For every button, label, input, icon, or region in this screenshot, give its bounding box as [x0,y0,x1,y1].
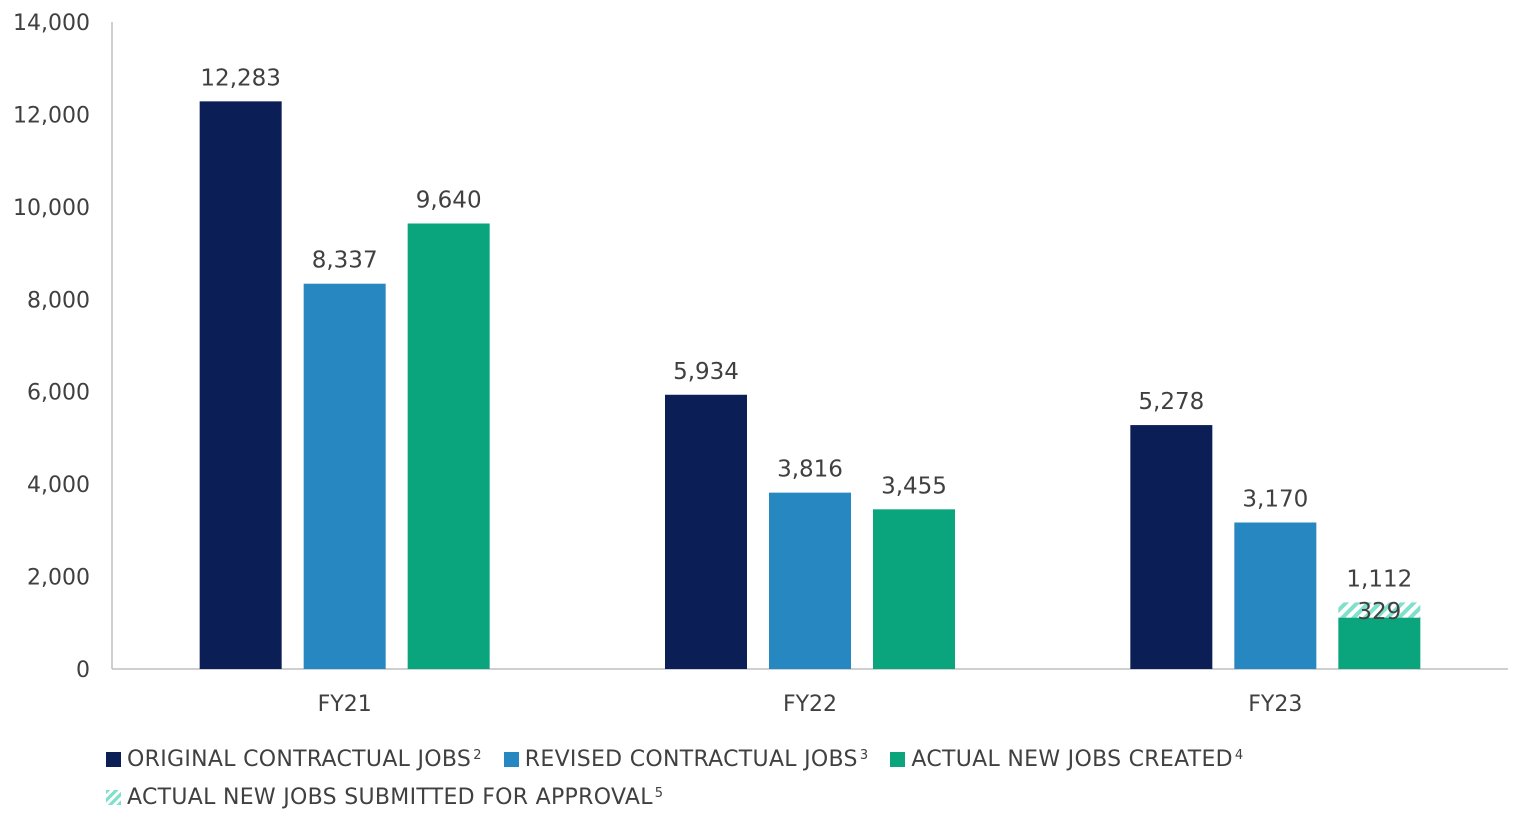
legend-swatch-revised [503,751,519,767]
legend-swatch-original [106,751,121,767]
y-tick-label: 4,000 [27,473,90,498]
bar [303,283,386,669]
bar [199,101,282,670]
legend-swatch-actual-created [890,751,906,767]
category-label: FY21 [318,692,372,717]
y-tick-label: 6,000 [27,381,90,406]
y-tick-label: 14,000 [13,11,90,36]
data-label: 8,337 [312,248,378,274]
y-tick-label: 0 [76,658,90,683]
legend-sup-submitted: 5 [654,785,664,801]
legend-item-revised: REVISED CONTRACTUAL JOBS 3 [503,746,869,772]
bar [1234,522,1317,669]
legend: ORIGINAL CONTRACTUAL JOBS 2 REVISED CONTR… [106,740,1506,816]
data-label: 9,640 [416,187,482,213]
legend-item-actual-created: ACTUAL NEW JOBS CREATED 4 [890,747,1243,772]
legend-label-actual-created: ACTUAL NEW JOBS CREATED [911,746,1233,772]
data-label: 3,816 [777,457,843,483]
bar-stacked-hatched [1338,602,1421,618]
legend-sup-actual-created: 4 [1234,747,1244,763]
category-label: FY22 [783,692,837,717]
y-tick-label: 2,000 [27,566,90,591]
data-labels: 12,283 8,337 9,640 5,934 3,816 3,455 5,278 3,17… [200,65,1412,625]
data-label: 12,283 [200,65,280,91]
legend-label-submitted: ACTUAL NEW JOBS SUBMITTED FOR APPROVAL [127,784,653,810]
y-tick-label: 10,000 [13,196,90,221]
bar [665,394,747,669]
legend-row-1: ORIGINAL CONTRACTUAL JOBS 2 REVISED CONTR… [106,740,1506,778]
y-tick-label: 12,000 [13,103,90,128]
data-label: 1,112 [1346,566,1412,592]
data-label: 5,934 [673,359,739,385]
bar [1130,425,1213,669]
legend-label-revised: REVISED CONTRACTUAL JOBS [524,746,858,772]
data-label: 5,278 [1138,389,1204,415]
data-label: 3,455 [881,473,947,499]
y-tick-label: 8,000 [27,288,90,313]
bar [769,492,851,669]
data-label: 329 [1357,599,1401,625]
legend-row-2: ACTUAL NEW JOBS SUBMITTED FOR APPROVAL 5 [106,778,1506,816]
bar [407,223,490,669]
category-label: FY23 [1248,692,1302,717]
bar [873,509,955,669]
bars [199,101,1421,670]
legend-label-original: ORIGINAL CONTRACTUAL JOBS [127,746,472,772]
y-axis-ticks: 0 2,000 4,000 6,000 8,000 10,000 12,000 14,000 [13,11,90,683]
legend-sup-original: 2 [473,747,482,763]
data-label: 3,170 [1242,487,1308,513]
legend-item-submitted: ACTUAL NEW JOBS SUBMITTED FOR APPROVAL 5 [106,785,663,810]
bar [1338,617,1421,669]
legend-swatch-submitted [106,789,121,805]
legend-sup-revised: 3 [859,747,869,763]
category-labels: FY21 FY22 FY23 [318,692,1303,717]
bar-chart: 02,0004,0006,0008,00010,00012,00014,000 … [13,11,1508,717]
legend-item-original: ORIGINAL CONTRACTUAL JOBS 2 [106,747,482,772]
